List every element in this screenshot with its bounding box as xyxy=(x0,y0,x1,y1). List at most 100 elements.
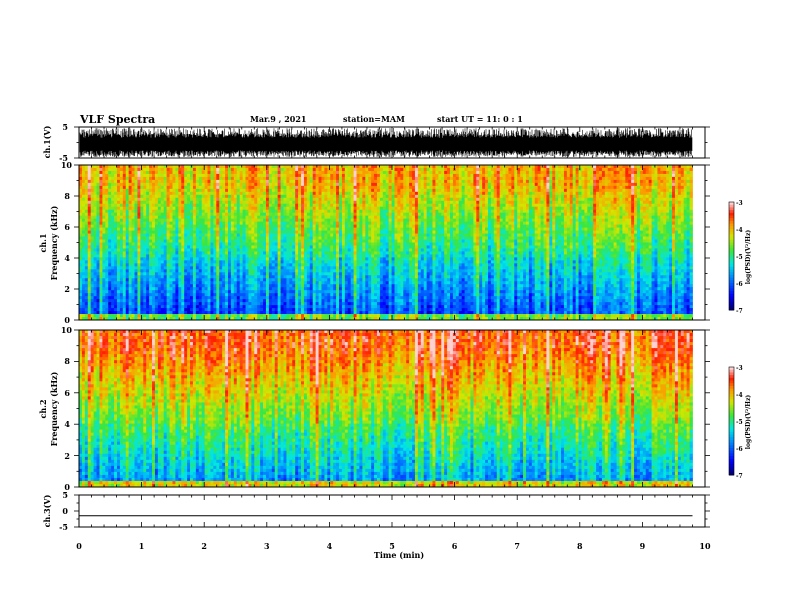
spectrogram-cell xyxy=(99,219,102,222)
spectrogram-cell xyxy=(450,207,453,210)
spectrogram-cell xyxy=(506,177,509,180)
spectrogram-cell xyxy=(321,213,324,216)
spectrogram-cell xyxy=(97,192,100,195)
spectrogram-cell xyxy=(614,180,617,183)
spectrogram-cell xyxy=(456,195,459,198)
spectrogram-cell xyxy=(155,204,158,207)
spectrogram-cell xyxy=(599,231,602,234)
spectrogram-cell xyxy=(482,183,485,186)
spectrogram-cell xyxy=(473,192,476,195)
spectrogram-cell xyxy=(105,234,108,237)
spectrogram-cell xyxy=(260,192,263,195)
spectrogram-cell xyxy=(529,180,532,183)
spectrogram-cell xyxy=(307,222,310,225)
spectrogram-cell xyxy=(526,168,529,171)
spectrogram-cell xyxy=(301,219,304,222)
spectrogram-cell xyxy=(520,225,523,228)
spectrogram-cell xyxy=(517,201,520,204)
spectrogram-cell xyxy=(298,183,301,186)
spectrogram-cell xyxy=(319,222,322,225)
spectrogram-cell xyxy=(339,174,342,177)
spectrogram-cell xyxy=(400,210,403,213)
spectrogram-cell xyxy=(430,198,433,201)
spectrogram-cell xyxy=(377,210,380,213)
spectrogram-cell xyxy=(511,189,514,192)
spectrogram-cell xyxy=(94,183,97,186)
spectrogram-cell xyxy=(459,207,462,210)
spectrogram-cell xyxy=(313,216,316,219)
spectrogram-cell xyxy=(354,219,357,222)
spectrogram-cell xyxy=(400,204,403,207)
spectrogram-cell xyxy=(657,228,660,231)
spectrogram-cell xyxy=(365,222,368,225)
spectrogram-cell xyxy=(362,201,365,204)
spectrogram-cell xyxy=(105,180,108,183)
spectrogram-cell xyxy=(549,183,552,186)
spectrogram-cell xyxy=(129,225,132,228)
spectrogram-cell xyxy=(567,174,570,177)
spectrogram-cell xyxy=(231,198,234,201)
spectrogram-cell xyxy=(237,219,240,222)
spectrogram-cell xyxy=(497,183,500,186)
spectrogram-cell xyxy=(430,189,433,192)
spectrogram-cell xyxy=(228,183,231,186)
spectrogram-cell xyxy=(421,228,424,231)
spectrogram-cell xyxy=(520,180,523,183)
spectrogram-cell xyxy=(383,189,386,192)
spectrogram-cell xyxy=(447,192,450,195)
spectrogram-cell xyxy=(170,216,173,219)
spectrogram-cell xyxy=(257,201,260,204)
spectrogram-cell xyxy=(210,174,213,177)
spectrogram-cell xyxy=(473,213,476,216)
spectrogram-cell xyxy=(371,186,374,189)
spectrogram-cell xyxy=(240,180,243,183)
spectrogram-cell xyxy=(342,186,345,189)
spectrogram-cell xyxy=(491,174,494,177)
spectrogram-cell xyxy=(102,204,105,207)
spectrogram-cell xyxy=(546,198,549,201)
spectrogram-cell xyxy=(298,213,301,216)
spectrogram-cell xyxy=(526,171,529,174)
spectrogram-cell xyxy=(228,189,231,192)
spectrogram-cell xyxy=(111,171,114,174)
spectrogram-cell xyxy=(190,192,193,195)
spectrogram-cell xyxy=(377,183,380,186)
spectrogram-cell xyxy=(403,222,406,225)
spectrogram-cell xyxy=(587,228,590,231)
spectrogram-cell xyxy=(549,210,552,213)
spectrogram-cell xyxy=(354,225,357,228)
spectrogram-cell xyxy=(301,204,304,207)
spectrogram-cell xyxy=(619,219,622,222)
spectrogram-cell xyxy=(126,195,129,198)
spectrogram-cell xyxy=(365,219,368,222)
spectrogram-cell xyxy=(146,207,149,210)
spectrogram-cell xyxy=(622,231,625,234)
spectrogram-cell xyxy=(316,180,319,183)
spectrogram-cell xyxy=(243,195,246,198)
spectrogram-cell xyxy=(330,225,333,228)
spectrogram-cell xyxy=(587,177,590,180)
spectrogram-cell xyxy=(246,180,249,183)
spectrogram-cell xyxy=(447,165,450,168)
spectrogram-cell xyxy=(202,228,205,231)
spectrogram-cell xyxy=(368,207,371,210)
spectrogram-cell xyxy=(456,171,459,174)
spectrogram-cell xyxy=(333,204,336,207)
spectrogram-cell xyxy=(357,222,360,225)
spectrogram-cell xyxy=(687,225,690,228)
spectrogram-cell xyxy=(681,168,684,171)
spectrogram-cell xyxy=(190,174,193,177)
spectrogram-cell xyxy=(468,210,471,213)
spectrogram-cell xyxy=(453,195,456,198)
spectrogram-cell xyxy=(149,189,152,192)
spectrogram-cell xyxy=(161,216,164,219)
spectrogram-cell xyxy=(155,180,158,183)
spectrogram-cell xyxy=(301,210,304,213)
spectrogram-cell xyxy=(672,216,675,219)
spectrogram-cell xyxy=(225,189,228,192)
spectrogram-cell xyxy=(146,174,149,177)
spectrogram-cell xyxy=(354,186,357,189)
spectrogram-cell xyxy=(608,186,611,189)
spectrogram-cell xyxy=(488,189,491,192)
